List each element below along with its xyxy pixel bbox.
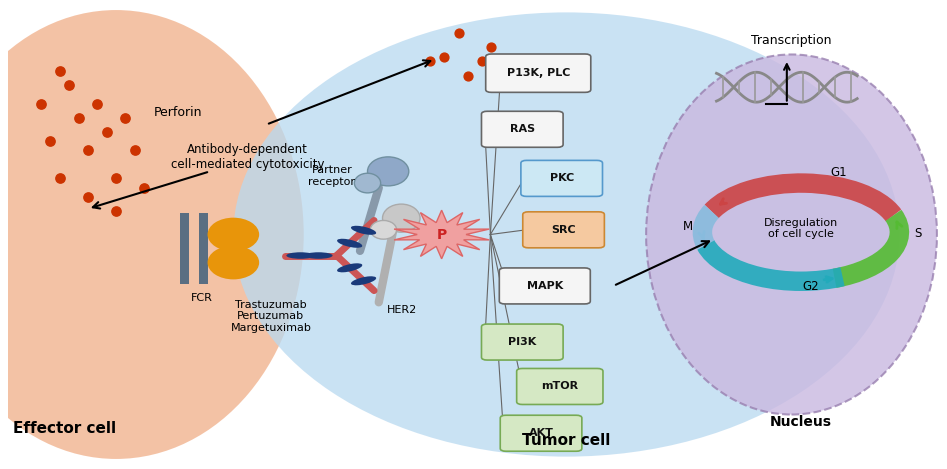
Ellipse shape [207,246,259,280]
Point [451,30,466,37]
Text: RAS: RAS [509,124,535,134]
Text: FCR: FCR [190,293,212,303]
Point [43,137,58,145]
FancyBboxPatch shape [517,369,603,404]
FancyBboxPatch shape [500,415,581,451]
Text: HER2: HER2 [387,305,418,315]
Point [52,67,67,75]
Point [136,184,152,191]
Ellipse shape [383,204,420,232]
Point [62,81,77,89]
Text: Transcription: Transcription [751,34,831,47]
Ellipse shape [304,252,332,259]
Text: SRC: SRC [551,225,576,235]
Point [109,207,124,215]
Ellipse shape [233,12,900,457]
Text: M: M [684,220,693,233]
Point [80,193,96,201]
Ellipse shape [337,263,363,272]
Ellipse shape [207,218,259,251]
Text: PI3K: PI3K [509,337,536,347]
Point [460,72,475,79]
Text: Nucleus: Nucleus [770,415,831,429]
Text: mTOR: mTOR [542,381,579,392]
FancyBboxPatch shape [481,111,563,147]
Point [498,62,513,70]
Ellipse shape [351,226,376,235]
Text: Effector cell: Effector cell [13,421,116,436]
Text: Antibody-dependent
cell-mediated cytotoxicity: Antibody-dependent cell-mediated cytotox… [170,144,324,171]
Text: PKC: PKC [549,174,574,183]
Text: Tumor cell: Tumor cell [522,433,611,448]
Text: Trastuzumab
Pertuzumab
Margetuximab: Trastuzumab Pertuzumab Margetuximab [230,300,312,333]
Ellipse shape [351,276,376,285]
Point [118,114,134,121]
Text: P13K, PLC: P13K, PLC [507,68,570,78]
Text: P: P [437,227,447,242]
Ellipse shape [0,10,304,459]
FancyBboxPatch shape [486,54,591,92]
Point [33,100,48,107]
Ellipse shape [370,220,397,239]
FancyBboxPatch shape [499,268,590,304]
Text: Disregulation
of cell cycle: Disregulation of cell cycle [764,218,838,239]
Text: G1: G1 [831,166,847,179]
Point [437,53,452,61]
Text: MAPK: MAPK [527,281,563,291]
Polygon shape [394,210,490,259]
Point [127,147,142,154]
FancyBboxPatch shape [199,213,208,284]
Ellipse shape [646,54,937,415]
Ellipse shape [367,157,409,186]
Text: Perforin: Perforin [153,106,202,120]
Point [422,58,438,65]
Ellipse shape [337,239,363,248]
Point [474,58,490,65]
Point [71,114,86,121]
FancyBboxPatch shape [180,213,189,284]
Ellipse shape [354,173,381,193]
Point [99,128,115,136]
Text: G2: G2 [802,280,818,293]
Text: Partner
receptor: Partner receptor [309,165,355,187]
FancyBboxPatch shape [523,212,604,248]
FancyBboxPatch shape [481,324,563,360]
Point [90,100,105,107]
Point [484,44,499,51]
Ellipse shape [286,252,314,259]
Point [80,147,96,154]
FancyBboxPatch shape [521,160,602,197]
Point [109,174,124,182]
Text: AKT: AKT [528,428,553,438]
Point [52,174,67,182]
Text: S: S [915,227,921,240]
